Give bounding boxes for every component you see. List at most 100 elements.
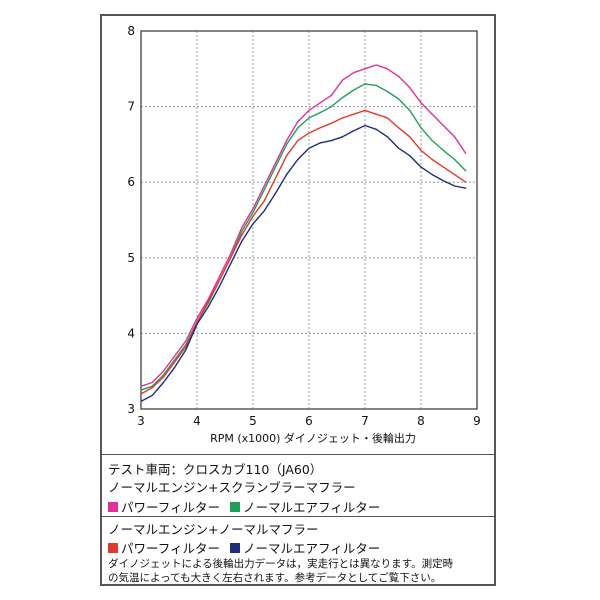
series-point [431,174,433,176]
chart-grid [140,30,478,410]
series-point [330,94,332,96]
x-tick-label: 5 [249,414,257,428]
series-point [151,387,153,389]
series-point [151,381,153,384]
series-point [420,166,422,168]
series-point [162,376,164,378]
series-point [241,234,243,236]
series-point [465,152,467,155]
series-point [185,346,187,348]
series-point [252,208,254,210]
series-point [230,263,232,265]
series-point [398,127,400,129]
series-point [218,279,220,282]
test-vehicle-text: テスト車両：クロスカブ110（JA60） [108,462,323,477]
series-point [140,400,142,403]
x-axis-label: RPM (x1000) ダイノジェット・後輪出力 [210,431,416,445]
plot-border [140,30,478,410]
info-panel [102,454,494,584]
series-point [431,140,433,142]
series-point [364,124,366,127]
series-point [286,140,288,142]
legend-swatch-red [108,542,118,553]
x-tick-label: 3 [137,414,145,428]
config2-text: ノーマルエンジン+ノーマルマフラー [108,522,319,537]
legend-group-2: パワーフィルター ノーマルエアフィルター [108,538,390,557]
series-point [465,187,467,189]
series-point [409,155,411,157]
series-point [386,68,388,70]
series-point [230,253,232,255]
series-point [375,84,377,87]
x-tick-label: 4 [193,414,201,428]
series-point [465,170,467,172]
series-point [342,96,344,99]
series-point [442,166,444,168]
series-point [364,83,366,85]
series-point [308,117,310,119]
series-point [162,370,164,372]
series-point [353,130,355,132]
series-line [140,83,467,391]
series-point [241,226,243,229]
series-point [308,109,310,111]
series-point [185,340,187,342]
series-point [442,124,444,127]
note-line-2: の気温によっても大きく左右されます。参考データとしてご覧下さい。 [108,572,442,584]
series-point [140,385,142,387]
legend-label: パワーフィルター [121,500,221,515]
series-point [364,109,366,111]
x-tick-label: 7 [361,414,369,428]
series-point [454,185,456,187]
series-point [140,389,142,391]
series-point [465,181,467,183]
legend-swatch-pink [108,501,118,512]
series-point [185,349,187,351]
series-point [140,393,142,395]
series-point [286,174,288,176]
series-point [308,132,310,134]
series-point [431,113,433,115]
series-point [263,189,265,191]
x-tick-label: 8 [417,414,425,428]
legend-label: ノーマルエアフィルター [243,500,381,515]
series-point [174,366,176,369]
series-point [409,109,411,111]
series-point [409,87,411,89]
series-point [386,117,388,119]
chart-axes: 3 4 5 6 7 8 9 3 4 5 6 7 8 [127,24,480,428]
dyno-chart: 3 4 5 6 7 8 9 3 4 5 6 7 8 RPM (x1000) ダイノジェット・後輪出力 [127,24,480,445]
y-tick-label: 8 [127,24,135,38]
legend-group-1: パワーフィルター ノーマルエアフィルター [108,497,390,516]
series-point [375,113,377,115]
series-point [308,147,310,149]
series-point [207,306,209,308]
series-point [386,90,388,93]
series-point [263,210,265,212]
y-tick-label: 7 [127,100,135,114]
series-point [263,185,265,187]
series-point [398,98,400,100]
y-tick-label: 4 [127,326,135,340]
series-point [252,223,254,225]
config1-text: ノーマルエンジン+スクランブラーマフラー [108,480,356,495]
series-point [274,177,276,180]
series-point [342,79,344,81]
legend-item: ノーマルエアフィルター [230,497,380,516]
series-point [454,136,456,138]
series-point [297,127,299,129]
series-point [353,113,355,115]
series-point [342,117,344,119]
series-point [319,102,321,104]
series-point [151,394,153,396]
legend-label: パワーフィルター [121,541,221,556]
series-point [162,374,164,376]
series-point [420,127,422,129]
series-point [174,361,176,363]
series-point [274,166,276,168]
series-point [353,89,355,91]
chart-series [140,64,467,403]
series-point [398,75,400,77]
legend-item: ノーマルエアフィルター [230,538,380,557]
series-point [230,257,232,259]
